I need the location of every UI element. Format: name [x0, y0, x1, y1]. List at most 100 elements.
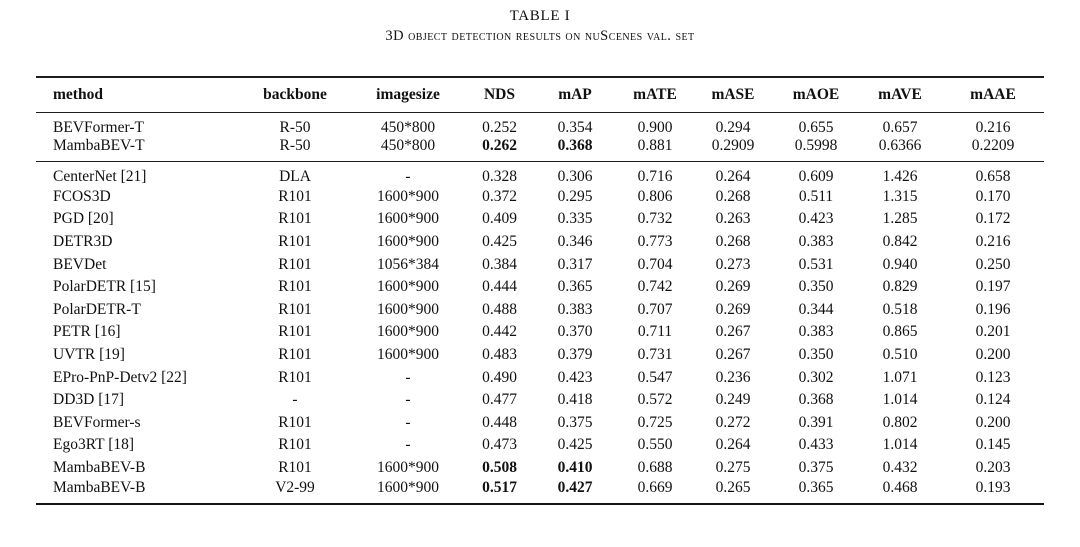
value-cell: R101 [278, 436, 312, 454]
value-cell: 0.483 [482, 345, 517, 363]
value-cell: 0.275 [715, 458, 751, 476]
table-row: MambaBEV-B V2-99 1600*900 0.517 0.427 0.669 0.… [36, 479, 1044, 504]
value-cell: 0.197 [975, 278, 1011, 296]
value-cell: 0.249 [715, 391, 751, 409]
value-cell: 1600*900 [377, 479, 439, 497]
value-cell: 1.426 [882, 167, 918, 185]
value-cell: 0.350 [798, 278, 834, 296]
value-cell: 0.294 [715, 118, 751, 136]
table-row: BEVDet R101 1056*384 0.384 0.317 0.704 0.273 0.… [36, 253, 1044, 276]
value-cell: 0.547 [637, 368, 673, 386]
value-cell: 0.517 [482, 479, 517, 497]
value-cell: 0.265 [715, 479, 751, 497]
value-cell: 0.216 [975, 232, 1011, 250]
method-cell: BEVFormer-T [53, 118, 144, 136]
value-cell: 0.418 [557, 391, 593, 409]
value-cell: 0.372 [482, 187, 517, 205]
value-cell: 0.196 [975, 300, 1011, 318]
value-cell: R101 [278, 368, 312, 386]
value-cell: 0.669 [637, 479, 673, 497]
value-cell: 0.328 [482, 167, 517, 185]
value-cell: 1.071 [882, 368, 918, 386]
value-cell: 0.264 [715, 167, 751, 185]
column-header-imagesize: imagesize [376, 85, 440, 103]
value-cell: 1600*900 [377, 300, 439, 318]
value-cell: 0.250 [975, 255, 1011, 273]
value-cell: 0.170 [975, 187, 1011, 205]
value-cell: 0.427 [557, 479, 593, 497]
value-cell: 1.014 [882, 391, 918, 409]
value-cell: R101 [278, 255, 312, 273]
table-row: DD3D [17] - - 0.477 0.418 0.572 0.249 0.368 1.01… [36, 389, 1044, 412]
value-cell: 0.302 [798, 368, 834, 386]
value-cell: 0.6366 [878, 136, 922, 154]
method-cell: BEVDet [53, 255, 107, 273]
value-cell: 0.201 [975, 323, 1011, 341]
value-cell: 0.344 [798, 300, 834, 318]
table-header: method backbone imagesize NDS mAP mATE mASE mAO… [36, 77, 1044, 112]
value-cell: 0.572 [637, 391, 673, 409]
value-cell: 0.216 [975, 118, 1011, 136]
value-cell: 0.268 [715, 232, 751, 250]
value-cell: V2-99 [275, 479, 315, 497]
value-cell: 0.272 [715, 413, 751, 431]
value-cell: 0.511 [798, 187, 834, 205]
table-row: CenterNet [21] DLA - 0.328 0.306 0.716 0.264 0.… [36, 161, 1044, 186]
results-table: method backbone imagesize NDS mAP mATE mASE mAO… [36, 76, 1044, 505]
value-cell: 0.145 [975, 436, 1011, 454]
value-cell: 0.383 [557, 300, 593, 318]
header-row: method backbone imagesize NDS mAP mATE mASE mAO… [36, 77, 1044, 112]
value-cell: R101 [278, 323, 312, 341]
value-cell: 0.370 [557, 323, 593, 341]
method-cell: Ego3RT [18] [53, 436, 135, 454]
table-row: EPro-PnP-Detv2 [22] R101 - 0.490 0.423 0.547 0… [36, 366, 1044, 389]
table-row: PolarDETR [15] R101 1600*900 0.444 0.365 0.74… [36, 276, 1044, 299]
value-cell: 0.609 [798, 167, 834, 185]
table-row: MambaBEV-B R101 1600*900 0.508 0.410 0.688 0.2… [36, 457, 1044, 480]
column-header-mave: mAVE [878, 85, 922, 103]
value-cell: 0.473 [482, 436, 517, 454]
value-cell: R101 [278, 413, 312, 431]
table-title: TABLE I [509, 8, 571, 24]
value-cell: 0.383 [798, 232, 834, 250]
method-cell: PETR [16] [53, 323, 121, 341]
value-cell: 0.707 [637, 300, 673, 318]
value-cell: - [405, 368, 411, 386]
method-cell: MambaBEV-B [53, 479, 146, 497]
table-row: DETR3D R101 1600*900 0.425 0.346 0.773 0.268 0.… [36, 231, 1044, 254]
value-cell: 0.900 [637, 118, 673, 136]
value-cell: 0.124 [975, 391, 1011, 409]
value-cell: 0.264 [715, 436, 751, 454]
value-cell: 0.518 [882, 300, 918, 318]
value-cell: 0.203 [975, 458, 1011, 476]
value-cell: 0.346 [557, 232, 593, 250]
value-cell: 0.409 [482, 210, 517, 228]
value-cell: 0.267 [715, 345, 751, 363]
table-row: FCOS3D R101 1600*900 0.372 0.295 0.806 0.268 0.… [36, 186, 1044, 209]
value-cell: 0.940 [882, 255, 918, 273]
value-cell: 0.268 [715, 187, 751, 205]
value-cell: 0.193 [975, 479, 1011, 497]
column-header-maoe: mAOE [792, 85, 840, 103]
table-row: BEVFormer-T R-50 450*800 0.252 0.354 0.900 0.2… [36, 112, 1044, 137]
value-cell: 0.252 [482, 118, 517, 136]
value-cell: 0.725 [637, 413, 673, 431]
value-cell: 0.410 [557, 458, 593, 476]
value-cell: 0.508 [482, 458, 517, 476]
value-cell: 0.172 [975, 210, 1011, 228]
value-cell: 0.468 [882, 479, 918, 497]
column-header-mase: mASE [711, 85, 755, 103]
value-cell: 0.881 [637, 136, 673, 154]
value-cell: 0.444 [482, 278, 517, 296]
value-cell: 0.123 [975, 368, 1011, 386]
table-row: PGD [20] R101 1600*900 0.409 0.335 0.732 0.263… [36, 208, 1044, 231]
value-cell: 0.802 [882, 413, 918, 431]
value-cell: R101 [278, 232, 312, 250]
value-cell: 0.425 [557, 436, 593, 454]
table-row: MambaBEV-T R-50 450*800 0.262 0.368 0.881 0.29… [36, 137, 1044, 162]
table-caption: 3D object detection results on nuScenes … [385, 28, 695, 44]
value-cell: 0.269 [715, 300, 751, 318]
value-cell: 0.488 [482, 300, 517, 318]
value-cell: 0.306 [557, 167, 593, 185]
value-cell: 0.490 [482, 368, 517, 386]
